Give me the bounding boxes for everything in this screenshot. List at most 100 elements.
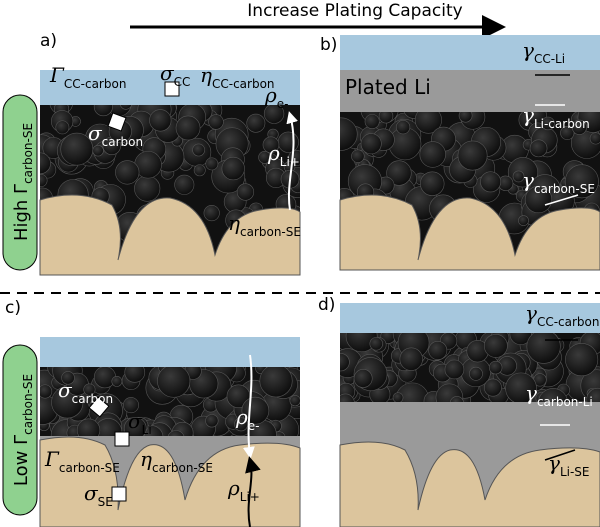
carbon-particle — [192, 143, 205, 157]
carbon-particle — [258, 151, 271, 164]
carbon-particle — [529, 139, 548, 158]
symbol-label: γLi-SE — [548, 451, 590, 479]
carbon-particle — [83, 383, 96, 396]
subscript: CC-carbon — [537, 315, 600, 329]
symbol: ρ — [227, 476, 240, 500]
carbon-particle — [589, 132, 600, 145]
carbon-particle — [483, 334, 508, 358]
carbon-particle — [457, 140, 488, 171]
subscript: CC-carbon — [212, 77, 275, 91]
subscript: carbon — [102, 135, 143, 149]
panel-b — [339, 35, 600, 271]
row-label: Low Γcarbon-SE — [11, 374, 35, 486]
carbon-particle — [208, 114, 224, 130]
carbon-particle — [205, 157, 219, 171]
carbon-particle — [205, 414, 219, 428]
carbon-particle — [399, 347, 423, 371]
symbol-label: γcarbon-Li — [525, 381, 593, 409]
symbol-label: σcarbon — [58, 378, 113, 406]
panel-tag: a) — [40, 31, 57, 51]
carbon-particle — [420, 171, 445, 196]
subscript: carbon-SE — [152, 461, 213, 475]
subscript: carbon-SE — [534, 182, 595, 196]
subscript: Li-SE — [560, 465, 590, 479]
symbol: Γ — [44, 447, 60, 471]
symbol: η — [140, 447, 152, 471]
row-pill — [2, 344, 38, 516]
symbol-label: σSE — [84, 481, 113, 509]
carbon-particle — [40, 152, 51, 175]
symbol-label: Γcarbon-SE — [44, 447, 120, 475]
symbol: γ — [522, 168, 534, 192]
carbon-particle — [221, 156, 245, 181]
carbon-particle — [345, 332, 378, 353]
carbon-particle — [157, 366, 191, 398]
symbol: γ — [525, 301, 537, 325]
symbol-label: ηCC-carbon — [200, 63, 275, 91]
panel-tag: d) — [318, 295, 335, 315]
carbon-particle — [444, 359, 465, 380]
carbon-particle — [193, 164, 206, 177]
symbol-label: γCC-Li — [522, 38, 565, 66]
carbon-particle — [524, 185, 553, 214]
carbon-particle — [76, 418, 101, 436]
carbon-particle — [392, 392, 404, 402]
carbon-particle — [174, 174, 195, 195]
carbon-particle — [60, 132, 94, 166]
subscript: CC-carbon — [64, 77, 127, 91]
symbol-label: γLi-carbon — [522, 103, 590, 131]
symbol: σ — [128, 409, 143, 433]
subscript: carbon-SE — [59, 461, 120, 475]
symbol: γ — [525, 381, 537, 405]
symbol-label: γcarbon-SE — [522, 168, 595, 196]
symbol: Γ — [49, 63, 65, 87]
carbon-particle — [364, 114, 380, 129]
carbon-particle — [123, 397, 139, 414]
carbon-particle — [449, 396, 464, 402]
carbon-particle — [111, 376, 123, 387]
carbon-particle — [526, 332, 561, 364]
carbon-particle — [93, 366, 116, 389]
symbol: η — [228, 211, 240, 235]
panel-a — [39, 70, 301, 276]
carbon-particle — [124, 366, 146, 383]
subscript: Li — [142, 423, 152, 437]
subscript: CC — [174, 75, 191, 89]
carbon-particle — [167, 430, 185, 436]
carbon-particle — [115, 160, 140, 185]
carbon-particle — [340, 117, 358, 151]
carbon-particle — [40, 384, 53, 399]
row-pill — [2, 94, 38, 271]
carbon-particle — [564, 164, 599, 199]
carbon-particle — [61, 371, 75, 385]
carbon-particle — [565, 343, 599, 377]
carbon-particle — [351, 149, 365, 163]
carbon-particle — [149, 109, 172, 132]
subscript: Li-carbon — [534, 117, 590, 131]
carbon-particle — [289, 395, 300, 407]
carbon-particle — [369, 337, 383, 351]
carbon-particle — [236, 183, 255, 201]
symbol: γ — [522, 38, 534, 62]
panel-tag: b) — [320, 35, 337, 55]
carbon-particle — [586, 387, 600, 402]
carbon-particle — [234, 417, 248, 432]
symbol-label: σCC — [160, 61, 190, 89]
symbol-label: σcarbon — [88, 121, 143, 149]
carbon-particle — [419, 141, 446, 168]
carbon-particle — [518, 215, 529, 226]
carbon-particle — [55, 120, 70, 135]
symbol: γ — [522, 103, 534, 127]
symbol: ρ — [267, 141, 280, 165]
subscript: carbon-SE — [240, 225, 301, 239]
carbon-particle — [246, 113, 266, 133]
plated-label: Plated Li — [345, 75, 431, 99]
panel-c — [39, 337, 301, 527]
carbon-particle — [480, 171, 502, 193]
carbon-particle — [134, 175, 161, 202]
subscript: e- — [277, 97, 289, 111]
carbon-particle — [428, 341, 448, 360]
carbon-particle — [123, 416, 147, 436]
row-label: High Γcarbon-SE — [11, 123, 35, 241]
